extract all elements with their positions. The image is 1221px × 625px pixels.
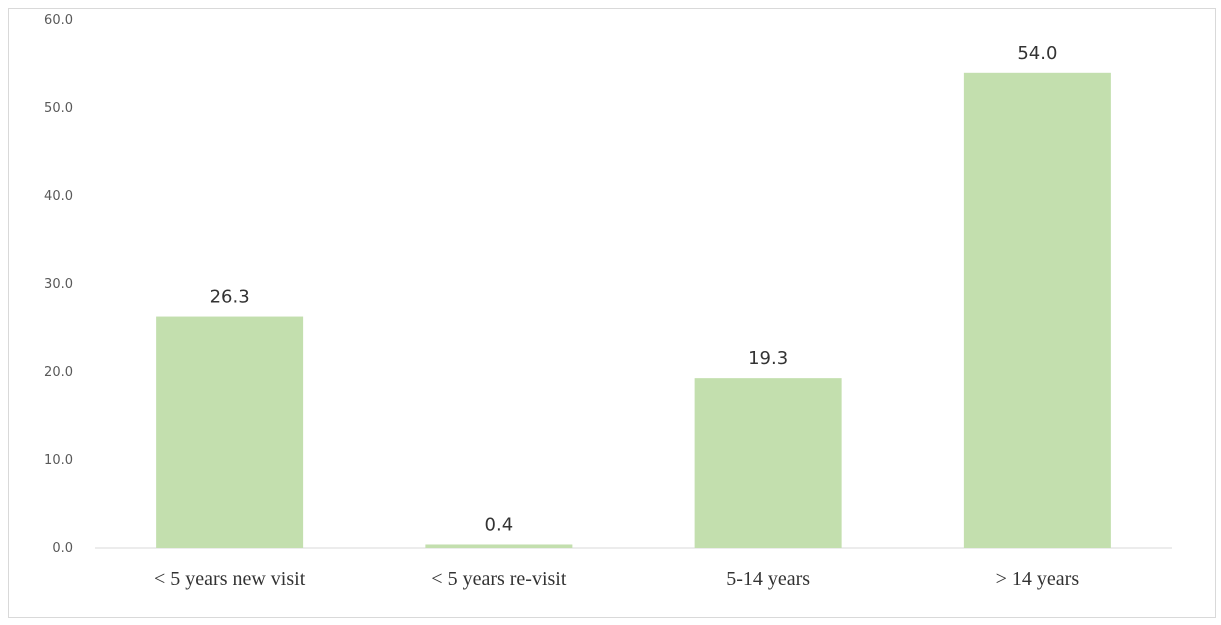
bar xyxy=(425,544,573,548)
data-label: 0.4 xyxy=(485,514,514,535)
data-label: 26.3 xyxy=(210,287,250,308)
x-tick-label: > 14 years xyxy=(996,568,1080,590)
data-label: 19.3 xyxy=(748,348,788,369)
x-tick-label: < 5 years new visit xyxy=(154,568,306,590)
y-tick-label: 50.0 xyxy=(44,101,73,116)
bar xyxy=(694,378,842,548)
y-tick-label: 20.0 xyxy=(44,365,73,380)
x-axis: < 5 years new visit < 5 years re-visit 5-1… xyxy=(154,568,1079,590)
data-label: 54.0 xyxy=(1017,43,1057,64)
bars xyxy=(156,72,1111,549)
y-tick-label: 0.0 xyxy=(52,541,73,556)
x-tick-label: 5-14 years xyxy=(726,568,810,590)
y-tick-label: 30.0 xyxy=(44,277,73,292)
y-axis: 0.0 10.0 20.0 30.0 40.0 50.0 60.0 xyxy=(44,13,73,556)
data-labels: 26.3 0.4 19.3 54.0 xyxy=(210,43,1058,536)
bar xyxy=(156,316,304,548)
x-tick-label: < 5 years re-visit xyxy=(431,568,567,590)
bar xyxy=(963,72,1111,549)
y-tick-label: 10.0 xyxy=(44,453,73,468)
y-tick-label: 60.0 xyxy=(44,13,73,28)
y-tick-label: 40.0 xyxy=(44,189,73,204)
